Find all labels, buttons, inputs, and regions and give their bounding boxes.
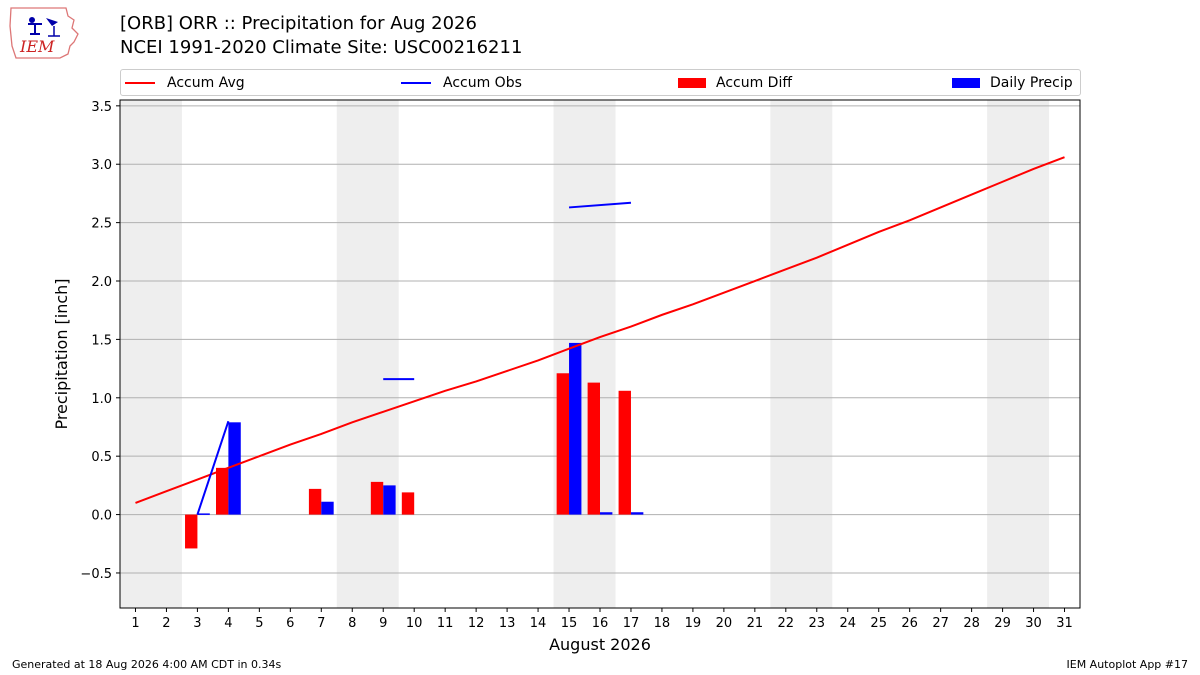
y-axis-label: Precipitation [inch] bbox=[52, 278, 71, 429]
daily-precip-bar bbox=[228, 422, 241, 515]
x-tick-label: 6 bbox=[286, 616, 294, 631]
y-tick-label: 0.5 bbox=[91, 450, 112, 465]
logo-text: IEM bbox=[19, 37, 55, 56]
x-tick-label: 1 bbox=[131, 616, 139, 631]
x-tick-label: 3 bbox=[193, 616, 201, 631]
x-tick-label: 27 bbox=[932, 616, 949, 631]
weekend-band bbox=[770, 100, 833, 608]
accum-obs-line bbox=[568, 201, 632, 209]
x-tick-label: 31 bbox=[1056, 616, 1073, 631]
daily-precip-bar bbox=[383, 485, 396, 515]
plot-frame bbox=[119, 99, 1081, 609]
footer-app: IEM Autoplot App #17 bbox=[1066, 658, 1189, 671]
daily-precip-bar bbox=[600, 512, 613, 515]
legend-swatch-blue-line bbox=[401, 81, 431, 84]
accum-diff-bar bbox=[308, 488, 322, 515]
y-tick-label: −0.5 bbox=[80, 567, 112, 582]
accum-diff-bar bbox=[370, 481, 384, 515]
legend-label-daily-precip: Daily Precip bbox=[990, 74, 1073, 91]
x-tick-label: 2 bbox=[162, 616, 170, 631]
legend-swatch-red-box bbox=[678, 77, 706, 88]
accum-diff-bar bbox=[587, 382, 600, 515]
x-tick-label: 9 bbox=[379, 616, 387, 631]
y-tick-label: 3.0 bbox=[91, 158, 112, 173]
legend-swatch-blue-box bbox=[952, 77, 980, 88]
legend-item-daily-precip: Daily Precip bbox=[952, 70, 1073, 95]
legend-label-accum-diff: Accum Diff bbox=[716, 74, 793, 91]
accum-diff-bar bbox=[618, 390, 631, 515]
x-tick-label: 16 bbox=[592, 616, 609, 631]
x-tick-label: 15 bbox=[561, 616, 578, 631]
x-axis-label: August 2026 bbox=[549, 635, 651, 654]
legend-swatch-red-line bbox=[125, 81, 155, 84]
daily-precip-bar bbox=[321, 501, 334, 515]
legend-item-accum-avg: Accum Avg bbox=[125, 70, 245, 95]
iem-logo-graphic: IEM bbox=[9, 7, 79, 59]
y-tick-label: 0.0 bbox=[91, 509, 112, 524]
daily-precip-bar bbox=[569, 342, 582, 515]
legend-label-accum-obs: Accum Obs bbox=[443, 74, 522, 91]
x-tick-label: 4 bbox=[224, 616, 232, 631]
chart-subtitle: NCEI 1991-2020 Climate Site: USC00216211 bbox=[120, 37, 523, 58]
weekend-band bbox=[120, 100, 182, 608]
x-tick-label: 13 bbox=[499, 616, 516, 631]
x-tick-label: 10 bbox=[406, 616, 423, 631]
daily-precip-bar bbox=[630, 512, 644, 515]
x-tick-label: 28 bbox=[963, 616, 980, 631]
x-tick-label: 5 bbox=[255, 616, 263, 631]
daily-precip-bar bbox=[197, 513, 210, 515]
x-tick-label: 11 bbox=[437, 616, 454, 631]
x-tick-label: 29 bbox=[994, 616, 1011, 631]
x-tick-label: 25 bbox=[870, 616, 887, 631]
accum-diff-bar bbox=[556, 373, 570, 515]
x-tick-label: 19 bbox=[685, 616, 702, 631]
weekend-band bbox=[553, 100, 616, 608]
x-tick-label: 14 bbox=[530, 616, 547, 631]
x-tick-label: 7 bbox=[317, 616, 325, 631]
accum-diff-bar bbox=[216, 467, 229, 515]
y-tick-label: 2.5 bbox=[91, 217, 112, 232]
x-tick-label: 23 bbox=[809, 616, 826, 631]
y-tick-label: 3.5 bbox=[91, 100, 112, 115]
legend-item-accum-obs: Accum Obs bbox=[401, 70, 522, 95]
accum-diff-bar bbox=[185, 514, 198, 549]
x-tick-label: 18 bbox=[654, 616, 671, 631]
accum-obs-line bbox=[196, 420, 230, 515]
y-tick-label: 1.0 bbox=[91, 392, 112, 407]
x-tick-label: 24 bbox=[839, 616, 856, 631]
x-tick-label: 12 bbox=[468, 616, 485, 631]
accum-avg-line bbox=[135, 156, 1065, 504]
iem-logo: IEM bbox=[8, 6, 80, 60]
y-tick-label: 1.5 bbox=[91, 333, 112, 348]
x-tick-label: 30 bbox=[1025, 616, 1042, 631]
x-tick-label: 17 bbox=[623, 616, 640, 631]
x-tick-label: 22 bbox=[778, 616, 795, 631]
x-tick-label: 20 bbox=[716, 616, 733, 631]
chart-title: [ORB] ORR :: Precipitation for Aug 2026 bbox=[120, 13, 477, 34]
legend: Accum Avg Accum Obs Accum Diff Daily Pre… bbox=[120, 69, 1081, 96]
x-tick-label: 26 bbox=[901, 616, 918, 631]
legend-item-accum-diff: Accum Diff bbox=[678, 70, 792, 95]
footer-generated: Generated at 18 Aug 2026 4:00 AM CDT in … bbox=[12, 658, 282, 671]
y-tick-label: 2.0 bbox=[91, 275, 112, 290]
legend-label-accum-avg: Accum Avg bbox=[167, 74, 245, 91]
x-tick-label: 8 bbox=[348, 616, 356, 631]
accum-diff-bar bbox=[401, 492, 415, 515]
x-tick-label: 21 bbox=[747, 616, 764, 631]
weekend-band bbox=[336, 100, 399, 608]
